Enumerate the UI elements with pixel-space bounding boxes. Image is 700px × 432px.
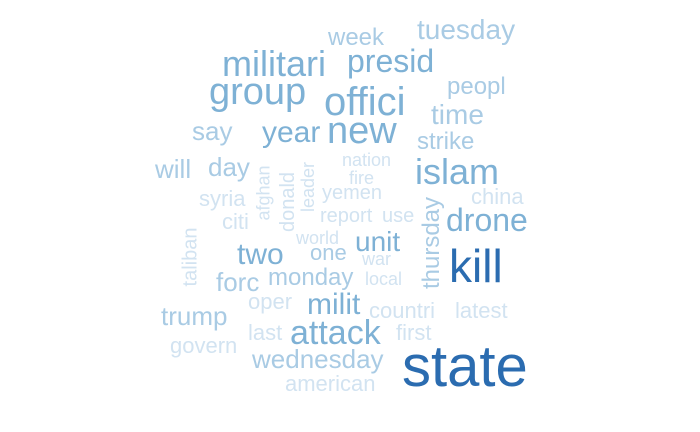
word-fire: fire <box>349 168 375 188</box>
word-oper: oper <box>248 289 293 314</box>
word-day: day <box>208 152 250 182</box>
word-peopl: peopl <box>447 73 506 100</box>
word-attack: attack <box>290 314 381 352</box>
word-state: state <box>402 334 528 399</box>
word-trump: trump <box>161 301 228 331</box>
word-donald: donald <box>277 171 300 233</box>
word-one: one <box>310 240 347 265</box>
word-time: time <box>431 99 484 130</box>
word-last: last <box>248 320 283 345</box>
word-offici: offici <box>324 80 406 124</box>
word-afghan: afghan <box>253 165 274 221</box>
word-china: china <box>471 184 524 209</box>
word-taliban: taliban <box>179 227 202 287</box>
word-forc: forc <box>216 267 260 297</box>
word-govern: govern <box>170 333 238 358</box>
word-local: local <box>365 269 403 289</box>
word-two: two <box>237 238 284 271</box>
word-latest: latest <box>455 298 508 323</box>
word-kill: kill <box>449 240 503 292</box>
word-militari: militari <box>222 43 326 84</box>
word-first: first <box>396 320 432 345</box>
word-will: will <box>155 154 192 184</box>
word-presid: presid <box>347 43 435 79</box>
word-american: american <box>285 371 376 396</box>
word-world: world <box>296 228 340 248</box>
word-unit: unit <box>355 226 401 257</box>
word-tuesday: tuesday <box>417 14 516 45</box>
word-strike: strike <box>417 128 475 155</box>
word-islam: islam <box>415 151 500 192</box>
word-group: group <box>209 71 307 113</box>
word-use: use <box>382 205 415 227</box>
word-monday: monday <box>268 264 354 291</box>
word-leader: leader <box>298 161 319 213</box>
word-new: new <box>327 110 397 152</box>
word-countri: countri <box>369 298 436 323</box>
word-war: war <box>362 249 392 269</box>
word-drone: drone <box>446 202 528 238</box>
word-year: year <box>262 116 321 149</box>
word-citi: citi <box>222 209 249 234</box>
word-nation: nation <box>342 150 392 170</box>
word-say: say <box>192 116 233 146</box>
word-wednesday: wednesday <box>252 344 384 374</box>
word-yemen: yemen <box>322 182 383 204</box>
word-thursday: thursday <box>418 196 446 290</box>
word-syria: syria <box>199 186 246 211</box>
word-milit: milit <box>307 288 361 321</box>
word-week: week <box>328 24 385 51</box>
word-report: report <box>320 205 373 227</box>
